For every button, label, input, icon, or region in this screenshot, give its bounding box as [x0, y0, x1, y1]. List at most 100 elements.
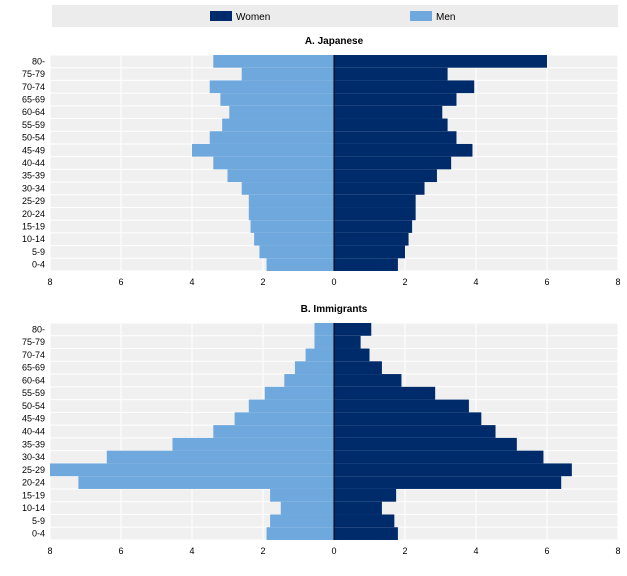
- category-label: 30-34: [22, 452, 45, 462]
- bar-men-10-14: [254, 232, 334, 246]
- bar-women-60-64: [334, 105, 443, 119]
- bar-men-5-9: [270, 514, 334, 528]
- bar-women-20-24: [334, 207, 416, 221]
- category-label: 50-54: [22, 133, 45, 143]
- bar-women-50-54: [334, 131, 457, 144]
- category-label: 65-69: [22, 363, 45, 373]
- bar-men-75-79: [241, 67, 334, 81]
- bar-men-75-79: [314, 335, 334, 349]
- bar-women-25-29: [334, 463, 572, 477]
- category-label: 20-24: [22, 209, 45, 219]
- legend-background: [52, 5, 618, 27]
- bar-men-25-29: [50, 463, 334, 477]
- category-label: 45-49: [22, 414, 45, 424]
- category-label: 0-4: [32, 260, 45, 270]
- category-label: 70-74: [22, 350, 45, 360]
- bar-men-0-4: [266, 527, 334, 540]
- bar-women-75-79: [334, 67, 448, 81]
- bar-men-45-49: [192, 143, 334, 157]
- bar-women-55-59: [334, 118, 448, 132]
- bar-men-55-59: [222, 118, 334, 132]
- bar-women-35-39: [334, 437, 517, 451]
- bar-men-30-34: [106, 450, 334, 464]
- bar-women-5-9: [334, 245, 405, 259]
- bar-men-60-64: [229, 105, 334, 119]
- bar-women-65-69: [334, 361, 382, 375]
- bar-men-65-69: [294, 361, 334, 375]
- x-tick-label: 6: [118, 277, 123, 287]
- bar-women-70-74: [334, 80, 475, 94]
- category-label: 5-9: [32, 516, 45, 526]
- bar-men-10-14: [280, 501, 334, 515]
- category-label: 75-79: [22, 69, 45, 79]
- category-label: 5-9: [32, 247, 45, 257]
- category-label: 25-29: [22, 465, 45, 475]
- category-label: 75-79: [22, 337, 45, 347]
- x-tick-label: 0: [331, 277, 336, 287]
- bar-women-25-29: [334, 194, 416, 208]
- bar-women-20-24: [334, 476, 562, 489]
- legend-label-men: Men: [436, 12, 455, 23]
- x-tick-label: 6: [118, 546, 123, 556]
- bar-men-50-54: [209, 131, 334, 144]
- category-label: 25-29: [22, 196, 45, 206]
- bar-women-80-: [334, 55, 547, 68]
- x-tick-label: 4: [189, 546, 194, 556]
- panel-a: 0-4 5-9 10-14 15-19 20-24 25-29 30-34 35-39 40-4…: [22, 54, 621, 287]
- legend-swatch-men: [410, 11, 432, 21]
- bar-women-0-4: [334, 258, 398, 271]
- bar-men-25-29: [248, 194, 334, 208]
- bar-women-40-44: [334, 425, 496, 438]
- bar-men-45-49: [234, 412, 334, 426]
- bar-women-30-34: [334, 450, 544, 464]
- x-tick-label: 2: [260, 277, 265, 287]
- category-label: 45-49: [22, 145, 45, 155]
- panel-b: 0-4 5-9 10-14 15-19 20-24 25-29 30-34 35-39 40-4…: [22, 322, 621, 556]
- bar-women-15-19: [334, 488, 397, 502]
- category-label: 35-39: [22, 171, 45, 181]
- bar-men-35-39: [227, 169, 334, 183]
- bar-women-5-9: [334, 514, 395, 528]
- category-label: 80-: [32, 56, 45, 66]
- bar-women-35-39: [334, 169, 437, 183]
- category-label: 55-59: [22, 120, 45, 130]
- panel-b-title: B. Immigrants: [301, 304, 368, 315]
- bar-women-45-49: [334, 412, 482, 426]
- bar-men-80-: [213, 55, 334, 68]
- category-label: 40-44: [22, 158, 45, 168]
- category-label: 60-64: [22, 107, 45, 117]
- x-tick-label: 4: [473, 546, 478, 556]
- x-tick-label: 2: [402, 277, 407, 287]
- category-label: 20-24: [22, 478, 45, 488]
- x-tick-label: 8: [615, 546, 620, 556]
- category-label: 50-54: [22, 401, 45, 411]
- bar-men-40-44: [213, 156, 334, 170]
- bar-men-40-44: [213, 425, 334, 438]
- bar-men-35-39: [172, 437, 334, 451]
- x-tick-label: 8: [47, 546, 52, 556]
- bar-women-65-69: [334, 93, 457, 106]
- bar-men-80-: [314, 323, 334, 336]
- x-tick-label: 6: [544, 546, 549, 556]
- bar-women-15-19: [334, 220, 413, 233]
- category-label: 80-: [32, 324, 45, 334]
- bar-men-15-19: [250, 220, 334, 233]
- bar-women-10-14: [334, 232, 409, 246]
- category-label: 15-19: [22, 490, 45, 500]
- category-label: 0-4: [32, 529, 45, 539]
- bar-men-70-74: [305, 348, 334, 362]
- category-label: 10-14: [22, 503, 45, 513]
- x-tick-label: 2: [402, 546, 407, 556]
- category-label: 40-44: [22, 427, 45, 437]
- bar-men-60-64: [284, 374, 334, 387]
- x-tick-label: 2: [260, 546, 265, 556]
- category-label: 65-69: [22, 94, 45, 104]
- bar-men-55-59: [264, 386, 334, 400]
- bar-women-80-: [334, 323, 372, 336]
- bar-men-65-69: [220, 93, 334, 106]
- bar-women-45-49: [334, 143, 473, 157]
- category-label: 35-39: [22, 439, 45, 449]
- panel-a-title: A. Japanese: [305, 36, 364, 47]
